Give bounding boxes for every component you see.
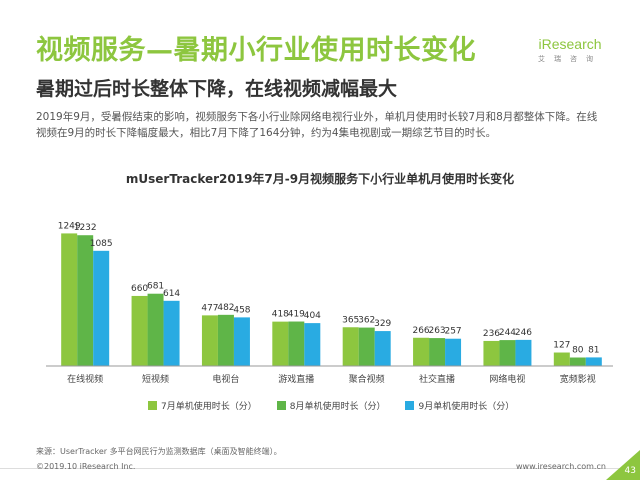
legend-item-september: 9月单机使用时长（分） (405, 399, 514, 412)
chart-title: mUserTracker2019年7月-9月视频服务下小行业单机月使用时长变化 (125, 172, 515, 186)
data-label: 244 (499, 328, 516, 338)
bar (77, 235, 94, 366)
legend-swatch-july (148, 401, 157, 410)
legend-label-september: 9月单机使用时长（分） (418, 402, 515, 412)
page-number: 43 (624, 466, 636, 476)
bar (515, 339, 532, 366)
bar (131, 295, 148, 366)
website-url: www.iresearch.com.cn (516, 462, 606, 471)
bar (483, 340, 500, 366)
data-label: 246 (515, 328, 532, 338)
bar (288, 321, 305, 366)
legend-swatch-september (405, 401, 415, 410)
bar (429, 338, 446, 366)
footer-divider (0, 468, 640, 469)
summary-text: 2019年9月，受暑假结束的影响，视频服务下各小行业除网络电视行业外，单机月使用… (36, 111, 598, 139)
bar (147, 293, 164, 366)
bar (93, 250, 110, 366)
bar (272, 321, 289, 366)
page-corner (606, 450, 640, 480)
data-label: 257 (444, 327, 461, 337)
x-tick-label: 短视频 (142, 373, 169, 385)
data-label: 482 (217, 303, 234, 313)
source-note: 来源：UserTracker 多平台网民行为监测数据库（桌面及智能终端）。 (36, 447, 282, 456)
bar (374, 331, 391, 366)
copyright: ©2019.10 iResearch Inc. (36, 462, 136, 471)
data-label: 127 (553, 341, 570, 351)
data-label: 1249 (58, 221, 81, 231)
data-label: 419 (288, 310, 305, 320)
iresearch-logo: iResearch 艾瑞咨询 (530, 36, 610, 64)
data-label: 458 (233, 305, 250, 315)
legend-item-august: 8月单机使用时长（分） (276, 399, 386, 412)
data-label: 329 (374, 319, 391, 329)
page-subtitle: 暑期过后时长整体下降，在线视频减幅最大 (36, 78, 398, 100)
data-label: 266 (412, 326, 429, 336)
bar (61, 233, 78, 366)
bar (201, 315, 218, 366)
data-label: 681 (147, 282, 164, 292)
bar (445, 338, 462, 366)
bar (585, 357, 602, 366)
x-tick-label: 电视台 (212, 373, 239, 385)
legend-label-july: 7月单机使用时长（分） (161, 402, 257, 412)
legend-swatch-august (276, 401, 286, 410)
x-tick-label: 聚合视频 (349, 373, 385, 385)
bar (358, 327, 375, 366)
x-tick-label: 网络电视 (489, 373, 525, 385)
legend-label-august: 8月单机使用时长（分） (289, 402, 386, 412)
x-tick-label: 宽频影视 (560, 373, 596, 385)
bar (304, 323, 321, 366)
data-label: 263 (428, 326, 445, 336)
data-label: 1232 (74, 223, 97, 233)
data-label: 404 (304, 311, 321, 321)
bar (217, 314, 234, 366)
bar (163, 300, 180, 366)
x-tick-label: 游戏直播 (278, 373, 314, 385)
chart-legend: 7月单机使用时长（分） 8月单机使用时长（分） 9月单机使用时长（分） (148, 399, 514, 412)
data-label: 1085 (90, 239, 113, 249)
bar (342, 327, 359, 366)
bar (553, 352, 570, 366)
bar (233, 317, 250, 366)
logo-text: iResearch (538, 36, 602, 52)
bar (413, 337, 430, 366)
legend-item-july: 7月单机使用时长（分） (148, 399, 257, 412)
data-label: 660 (131, 284, 148, 294)
data-label: 477 (201, 303, 218, 313)
data-label: 365 (342, 315, 359, 325)
bar (569, 357, 586, 366)
bar (499, 340, 516, 366)
data-label: 236 (483, 329, 500, 339)
data-label: 81 (588, 345, 599, 355)
data-label: 418 (272, 310, 289, 320)
page-title: 视频服务—暑期小行业使用时长变化 (36, 35, 476, 66)
x-tick-label: 在线视频 (67, 373, 103, 385)
data-label: 362 (358, 316, 375, 326)
x-tick-label: 社交直播 (419, 373, 455, 385)
data-label: 614 (163, 289, 180, 299)
logo-subtext: 艾瑞咨询 (538, 55, 602, 63)
data-label: 80 (572, 346, 584, 356)
